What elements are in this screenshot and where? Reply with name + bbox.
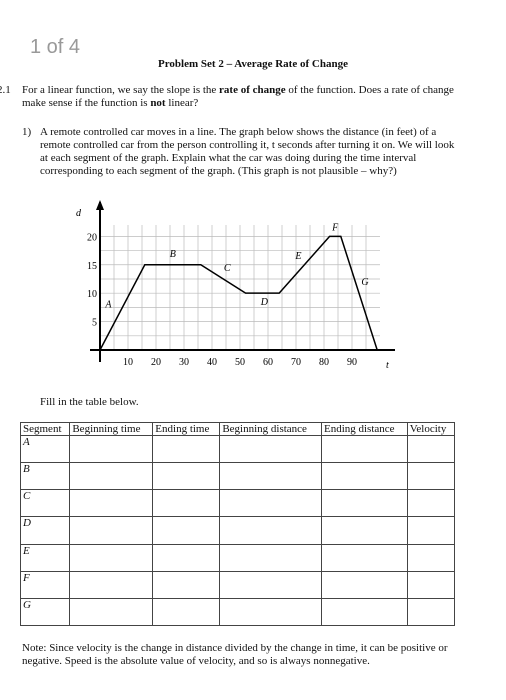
header-cell: Velocity — [406, 422, 456, 436]
segment-cell: C — [19, 489, 71, 518]
text: For a linear function, we say the slope … — [22, 84, 220, 96]
empty-cell — [69, 489, 154, 518]
empty-cell — [406, 489, 456, 518]
segment-cell: F — [19, 570, 71, 599]
table-row: C — [19, 489, 456, 518]
empty-cell — [406, 434, 456, 464]
empty-cell — [320, 516, 408, 545]
distance-line — [99, 235, 378, 351]
segment-cell: A — [19, 434, 71, 464]
text: linear? — [165, 97, 199, 109]
graph: 10 20 30 40 50 60 70 80 90 5 10 15 20 d t A B C D E F G — [76, 200, 395, 371]
segment-label: D — [260, 297, 269, 308]
page-indicator: 1 of 4 — [30, 36, 81, 58]
table-row: G — [19, 597, 456, 627]
empty-cell — [152, 489, 221, 518]
empty-cell — [152, 570, 221, 599]
x-tick-label: 80 — [319, 357, 329, 368]
segment-cell: G — [19, 597, 71, 627]
empty-cell — [406, 570, 456, 599]
y-axis-label: d — [76, 208, 82, 219]
empty-cell — [219, 516, 322, 545]
x-tick-label: 90 — [347, 357, 357, 368]
empty-cell — [406, 462, 456, 491]
bold-text: rate of change — [219, 84, 286, 96]
header-row: Segment Beginning time Ending time Beginnin… — [19, 422, 456, 436]
header-cell: Segment — [19, 422, 71, 436]
empty-cell — [219, 597, 322, 627]
x-tick-label: 60 — [263, 357, 273, 368]
empty-cell — [320, 570, 408, 599]
bold-text: not — [150, 97, 166, 109]
empty-cell — [69, 570, 154, 599]
problem-text: For a linear function, we say the slope … — [22, 84, 462, 110]
x-tick-label: 50 — [235, 357, 245, 368]
empty-cell — [69, 597, 154, 627]
header-cell: Beginning distance — [219, 422, 322, 436]
segment-label: A — [104, 299, 112, 310]
header-cell: Ending time — [152, 422, 221, 436]
empty-cell — [406, 516, 456, 545]
y-tick-label: 5 — [92, 318, 97, 329]
empty-cell — [152, 543, 221, 572]
segment-label: C — [224, 263, 231, 274]
empty-cell — [69, 516, 154, 545]
table-row: B — [19, 462, 456, 491]
empty-cell — [69, 434, 154, 464]
text: of the function. Does a rate of change m… — [22, 84, 454, 109]
problem-number: 2.1 — [0, 84, 11, 96]
segment-label: B — [170, 249, 176, 260]
header-cell: Beginning time — [69, 422, 154, 436]
x-tick-label: 10 — [123, 357, 133, 368]
segment-cell: B — [19, 462, 71, 491]
empty-cell — [152, 597, 221, 627]
segment-cell: D — [19, 516, 71, 545]
segment-label: E — [294, 251, 301, 262]
table-row: F — [19, 570, 456, 599]
empty-cell — [69, 543, 154, 572]
empty-cell — [320, 543, 408, 572]
y-tick-label: 10 — [87, 289, 97, 300]
question-number: 1) — [22, 126, 32, 138]
y-tick-label: 20 — [87, 232, 97, 243]
empty-cell — [320, 462, 408, 491]
header-cell: Ending distance — [320, 422, 408, 436]
empty-cell — [320, 597, 408, 627]
table: Segment Beginning time Ending time Beginnin… — [19, 422, 456, 627]
x-tick-label: 70 — [291, 357, 301, 368]
empty-cell — [320, 434, 408, 464]
note: Note: Since velocity is the change in di… — [22, 642, 448, 667]
empty-cell — [219, 462, 322, 491]
segment-label: F — [331, 222, 339, 233]
empty-cell — [219, 570, 322, 599]
arrow — [96, 200, 104, 210]
empty-cell — [152, 516, 221, 545]
table-row: A — [19, 434, 456, 464]
empty-cell — [406, 597, 456, 627]
empty-cell — [219, 543, 322, 572]
x-tick-label: 30 — [179, 357, 189, 368]
empty-cell — [219, 489, 322, 518]
empty-cell — [320, 489, 408, 518]
segment-label: G — [361, 277, 368, 288]
segment-cell: E — [19, 543, 71, 572]
question-text: A remote controlled car moves in a line.… — [40, 126, 455, 177]
x-tick-label: 20 — [151, 357, 161, 368]
empty-cell — [406, 543, 456, 572]
table-row: D — [19, 516, 456, 545]
empty-cell — [69, 462, 154, 491]
table-row: E — [19, 543, 456, 572]
x-axis-label: t — [386, 360, 389, 371]
empty-cell — [152, 434, 221, 464]
title: Problem Set 2 – Average Rate of Change — [158, 58, 348, 70]
y-tick-label: 15 — [87, 261, 97, 272]
empty-cell — [152, 462, 221, 491]
instruction: Fill in the table below. — [40, 396, 139, 408]
empty-cell — [219, 434, 322, 464]
x-tick-label: 40 — [207, 357, 217, 368]
